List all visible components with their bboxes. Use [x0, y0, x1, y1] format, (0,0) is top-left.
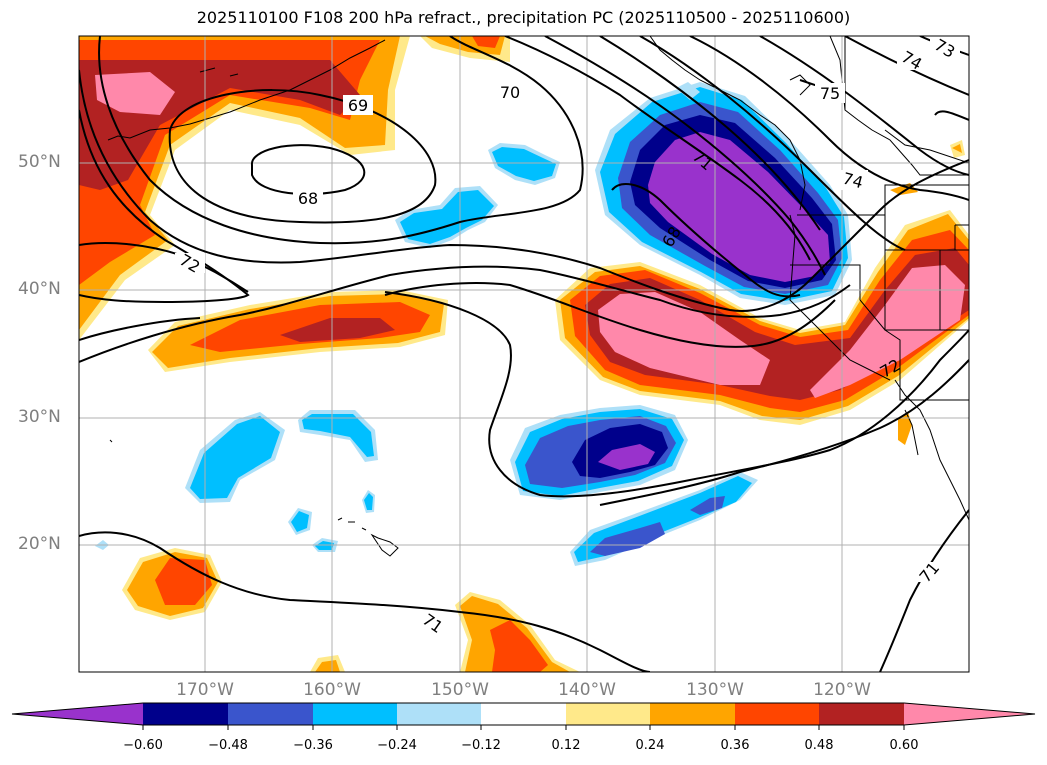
contour-label-75: 75 [820, 84, 840, 103]
graticule [79, 36, 969, 672]
colorbar-extend-min [12, 703, 143, 725]
colorbar-tick: −0.48 [208, 738, 248, 753]
colorbar-extend-max [904, 703, 1035, 725]
lat-label-30n: 30°N [18, 407, 61, 427]
colorbar-tick: 0.12 [551, 738, 581, 753]
colorbar-tick: −0.36 [293, 738, 333, 753]
map-title: 2025110100 F108 200 hPa refract., precip… [196, 8, 851, 27]
colorbar-tick: −0.24 [377, 738, 417, 753]
map-frame [78, 35, 970, 673]
colorbar-tick: −0.12 [461, 738, 501, 753]
contour-label-70: 70 [500, 83, 520, 102]
lon-label-120w: 120°W [813, 680, 871, 700]
lon-label-150w: 150°W [431, 680, 489, 700]
negative-anomaly-central [510, 405, 688, 500]
map-area: 68 69 70 71 72 73 74 75 71 71 72 74 68 [79, 36, 969, 672]
positive-anomaly-northwest [79, 36, 510, 340]
negative-anomaly-southeast [570, 472, 758, 566]
contour-label-74-east: 74 [841, 169, 866, 193]
positive-anomaly-small [122, 140, 965, 672]
colorbar-tick: 0.48 [804, 738, 834, 753]
colorbar [11, 702, 1036, 730]
colorbar-tick: 0.24 [635, 738, 665, 753]
colorbar-tick: 0.60 [889, 738, 919, 753]
lon-label-140w: 140°W [558, 680, 616, 700]
lat-label-20n: 20°N [18, 534, 61, 554]
lat-label-50n: 50°N [18, 152, 61, 172]
contour-label-69: 69 [348, 96, 368, 115]
lon-label-160w: 160°W [303, 680, 361, 700]
colorbar-tick: −0.60 [123, 738, 163, 753]
colorbar-tick: 0.36 [720, 738, 750, 753]
negative-anomaly-northeast [595, 82, 852, 305]
lon-label-130w: 130°W [686, 680, 744, 700]
contour-label-68: 68 [298, 189, 318, 208]
refractivity-contours [79, 36, 969, 672]
lat-label-40n: 40°N [18, 279, 61, 299]
lon-label-170w: 170°W [176, 680, 234, 700]
positive-anomaly-central [148, 290, 448, 372]
